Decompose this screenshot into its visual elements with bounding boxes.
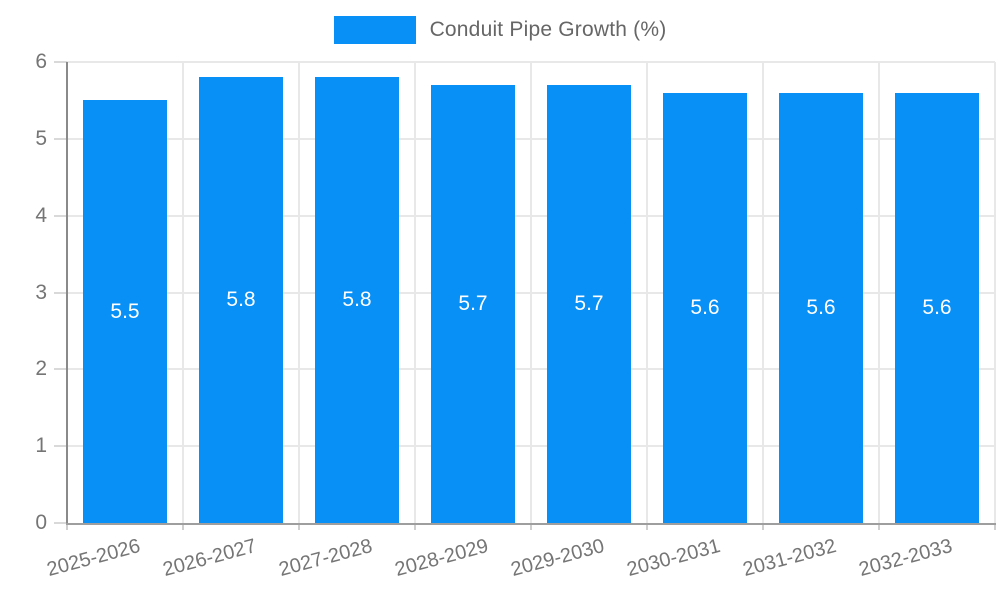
- y-axis-tick-label: 5: [35, 127, 47, 150]
- legend-label: Conduit Pipe Growth (%): [429, 18, 667, 41]
- x-tick: [298, 523, 300, 530]
- y-tick: [54, 138, 67, 140]
- x-gridline: [182, 62, 184, 523]
- y-axis-tick-label: 2: [35, 357, 47, 380]
- bar-value-label: 5.6: [690, 296, 720, 319]
- bar-2031-2032[interactable]: [779, 93, 863, 523]
- bar-2026-2027[interactable]: [199, 77, 283, 523]
- legend-item[interactable]: Conduit Pipe Growth (%): [0, 16, 1000, 44]
- y-axis-tick-label: 3: [35, 281, 47, 304]
- y-tick: [54, 292, 67, 294]
- x-axis-line: [66, 523, 996, 525]
- x-tick: [994, 523, 996, 530]
- bar-value-label: 5.6: [806, 296, 836, 319]
- bar-2027-2028[interactable]: [315, 77, 399, 523]
- y-tick: [54, 368, 67, 370]
- bar-2028-2029[interactable]: [431, 85, 515, 523]
- y-tick: [54, 61, 67, 63]
- y-tick: [54, 215, 67, 217]
- bar-value-label: 5.8: [342, 288, 372, 311]
- x-gridline: [762, 62, 764, 523]
- x-tick: [182, 523, 184, 530]
- x-gridline: [298, 62, 300, 523]
- x-tick: [878, 523, 880, 530]
- bar-2030-2031[interactable]: [663, 93, 747, 523]
- x-gridline: [878, 62, 880, 523]
- bar-2025-2026[interactable]: [83, 100, 167, 523]
- y-tick: [54, 445, 67, 447]
- x-tick: [414, 523, 416, 530]
- bar-2032-2033[interactable]: [895, 93, 979, 523]
- bar-value-label: 5.8: [226, 288, 256, 311]
- y-axis-tick-label: 6: [35, 50, 47, 73]
- x-gridline: [530, 62, 532, 523]
- y-axis-tick-label: 4: [35, 204, 47, 227]
- x-gridline: [994, 62, 996, 523]
- bar-value-label: 5.7: [458, 292, 488, 315]
- legend-swatch: [333, 16, 416, 44]
- y-axis-tick-label: 0: [35, 511, 47, 534]
- x-tick: [762, 523, 764, 530]
- x-tick: [66, 523, 68, 530]
- bar-2029-2030[interactable]: [547, 85, 631, 523]
- x-gridline: [646, 62, 648, 523]
- bar-value-label: 5.7: [574, 292, 604, 315]
- x-tick: [530, 523, 532, 530]
- bar-value-label: 5.6: [922, 296, 952, 319]
- x-gridline: [414, 62, 416, 523]
- x-tick: [646, 523, 648, 530]
- y-tick: [54, 522, 67, 524]
- y-axis-line: [66, 62, 68, 525]
- y-axis-tick-label: 1: [35, 434, 47, 457]
- bar-value-label: 5.5: [110, 300, 140, 323]
